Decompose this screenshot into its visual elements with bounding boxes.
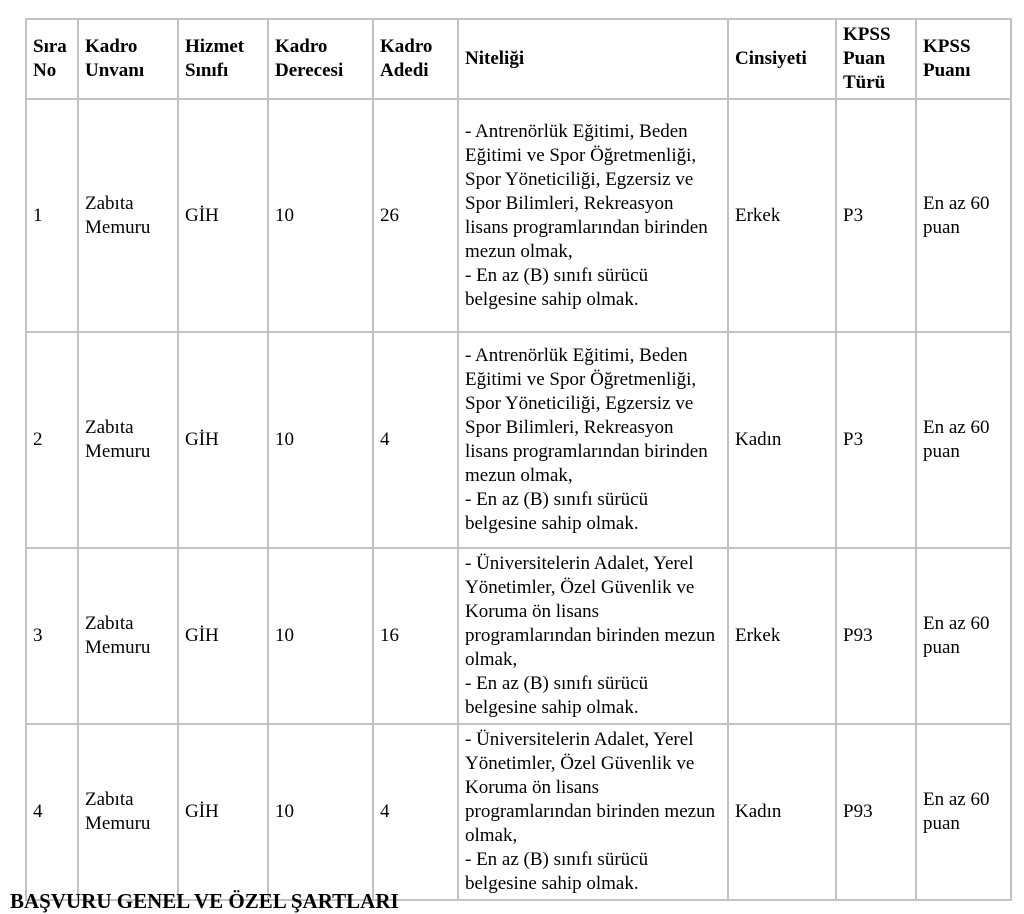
qualification-line: - En az (B) sınıfı sürücü belgesine sahi… <box>465 489 649 534</box>
cell-cinsiyeti: Kadın <box>727 723 837 901</box>
section-heading-basvuru-sartlari: BAŞVURU GENEL VE ÖZEL ŞARTLARI <box>10 889 399 913</box>
cell-kpss-puan-turu: P93 <box>835 547 917 725</box>
qualification-line: - En az (B) sınıfı sürücü belgesine sahi… <box>465 673 649 718</box>
col-header-kadro-unvani: Kadro Unvanı <box>77 18 179 100</box>
cell-sira-no: 4 <box>25 723 79 901</box>
qualification-line: - En az (B) sınıfı sürücü belgesine sahi… <box>465 264 649 310</box>
job-positions-table: Sıra No Kadro Unvanı Hizmet Sınıfı Kadro… <box>25 18 1012 901</box>
table-row: 3 Zabıta Memuru GİH 10 16 - Üniversitele… <box>25 547 1012 725</box>
cell-kpss-puani: En az 60 puan <box>915 547 1012 725</box>
cell-cinsiyeti: Erkek <box>727 98 837 333</box>
table-row: 1 Zabıta Memuru GİH 10 26 - Antrenörlük … <box>25 98 1012 333</box>
cell-niteligi: - Antrenörlük Eğitimi, Beden Eğitimi ve … <box>457 331 729 549</box>
qualification-line: - Antrenörlük Eğitimi, Beden Eğitimi ve … <box>465 120 708 262</box>
cell-kadro-unvani: Zabıta Memuru <box>77 98 179 333</box>
cell-kpss-puani: En az 60 puan <box>915 723 1012 901</box>
cell-sira-no: 1 <box>25 98 79 333</box>
col-header-sira-no: Sıra No <box>25 18 79 100</box>
cell-kadro-adedi: 16 <box>372 547 459 725</box>
qualification-line: - En az (B) sınıfı sürücü belgesine sahi… <box>465 849 649 894</box>
cell-kpss-puani: En az 60 puan <box>915 331 1012 549</box>
cell-kadro-adedi: 4 <box>372 723 459 901</box>
cell-sira-no: 2 <box>25 331 79 549</box>
table-row: 4 Zabıta Memuru GİH 10 4 - Üniversiteler… <box>25 723 1012 901</box>
cell-hizmet-sinifi: GİH <box>177 723 269 901</box>
cell-kadro-unvani: Zabıta Memuru <box>77 723 179 901</box>
table-row: 2 Zabıta Memuru GİH 10 4 - Antrenörlük E… <box>25 331 1012 549</box>
table-body: 1 Zabıta Memuru GİH 10 26 - Antrenörlük … <box>25 98 1012 901</box>
cell-kadro-derecesi: 10 <box>267 547 374 725</box>
cell-kpss-puan-turu: P3 <box>835 98 917 333</box>
col-header-niteligi: Niteliği <box>457 18 729 100</box>
cell-kadro-derecesi: 10 <box>267 98 374 333</box>
qualification-line: - Antrenörlük Eğitimi, Beden Eğitimi ve … <box>465 345 708 486</box>
cell-kadro-adedi: 4 <box>372 331 459 549</box>
cell-hizmet-sinifi: GİH <box>177 331 269 549</box>
cell-kadro-unvani: Zabıta Memuru <box>77 331 179 549</box>
table-header-row: Sıra No Kadro Unvanı Hizmet Sınıfı Kadro… <box>25 18 1012 100</box>
cell-kpss-puan-turu: P93 <box>835 723 917 901</box>
cell-kadro-derecesi: 10 <box>267 331 374 549</box>
cell-kpss-puani: En az 60 puan <box>915 98 1012 333</box>
cell-sira-no: 3 <box>25 547 79 725</box>
cell-niteligi: - Üniversitelerin Adalet, Yerel Yönetiml… <box>457 547 729 725</box>
cell-niteligi: - Antrenörlük Eğitimi, Beden Eğitimi ve … <box>457 98 729 333</box>
cell-hizmet-sinifi: GİH <box>177 547 269 725</box>
qualification-line: - Üniversitelerin Adalet, Yerel Yönetiml… <box>465 553 716 670</box>
col-header-kadro-derecesi: Kadro Derecesi <box>267 18 374 100</box>
cell-niteligi: - Üniversitelerin Adalet, Yerel Yönetiml… <box>457 723 729 901</box>
col-header-cinsiyeti: Cinsiyeti <box>727 18 837 100</box>
col-header-hizmet-sinifi: Hizmet Sınıfı <box>177 18 269 100</box>
cell-hizmet-sinifi: GİH <box>177 98 269 333</box>
qualification-line: - Üniversitelerin Adalet, Yerel Yönetiml… <box>465 729 716 846</box>
cell-cinsiyeti: Erkek <box>727 547 837 725</box>
cell-cinsiyeti: Kadın <box>727 331 837 549</box>
col-header-kpss-puani: KPSS Puanı <box>915 18 1012 100</box>
col-header-kadro-adedi: Kadro Adedi <box>372 18 459 100</box>
cell-kadro-adedi: 26 <box>372 98 459 333</box>
cell-kadro-unvani: Zabıta Memuru <box>77 547 179 725</box>
cell-kpss-puan-turu: P3 <box>835 331 917 549</box>
col-header-kpss-puan-turu: KPSS Puan Türü <box>835 18 917 100</box>
cell-kadro-derecesi: 10 <box>267 723 374 901</box>
